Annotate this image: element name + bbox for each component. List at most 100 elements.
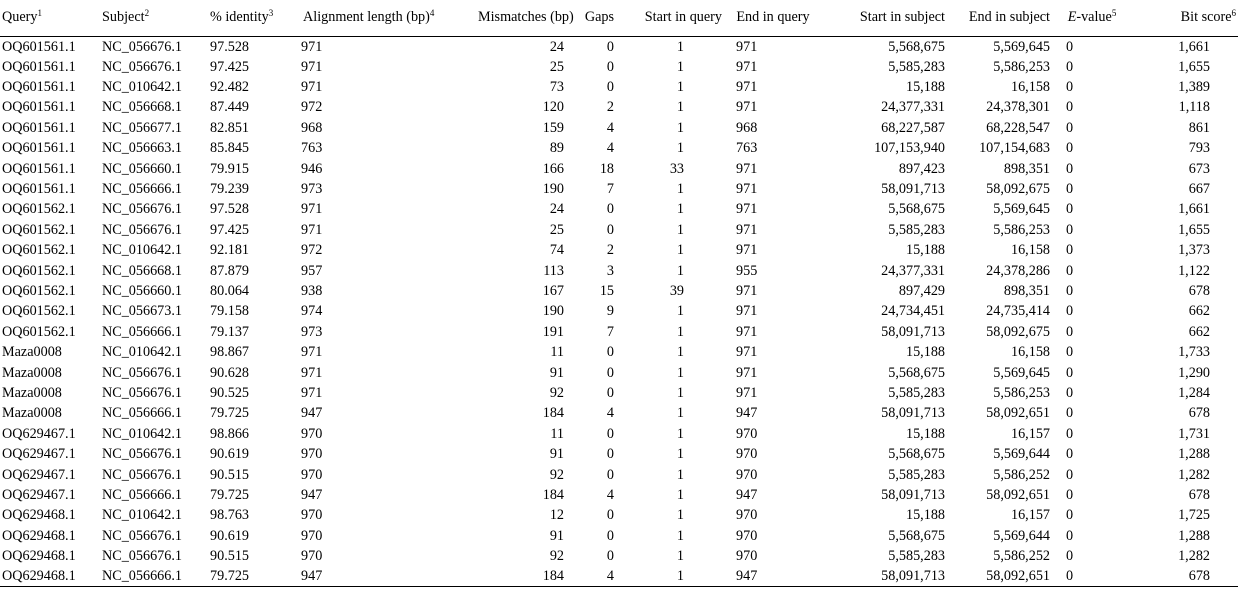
cell-start-subject: 58,091,713 [881,323,945,340]
cell-start-subject: 58,091,713 [822,566,947,588]
cell-alignment-length: 970 [301,446,323,463]
cell-start-query: 39 [669,282,684,299]
cell-bit-score: 1,282 [1178,466,1210,483]
cell-e-value: 0 [1066,364,1074,381]
cell-start-query: 1 [676,527,684,544]
cell-bit-score: 678 [1188,405,1210,422]
table-row: OQ601562.1 NC_056673.1 79.158 974 190 9 1 971 24… [0,301,1238,321]
cell-gaps: 0 [606,201,614,218]
cell-e-value: 0 [1066,119,1074,136]
cell-identity: 79.137 [210,323,250,340]
cell-start-subject: 15,188 [905,425,945,442]
col-header-query: Query1 [0,0,100,37]
cell-bit-score: 1,733 [1178,344,1210,361]
cell-e-value: 0 [1066,38,1074,55]
cell-e-value: 0 [1066,323,1074,340]
cell-identity: 90.525 [210,384,250,401]
cell-end-query: 968 [736,119,758,136]
cell-subject: NC_056676.1 [102,446,183,463]
cell-alignment-length: 957 [301,262,323,279]
cell-end-query: 971 [736,282,758,299]
cell-end-query: 970 [736,507,758,524]
cell-alignment-length: 971 [301,58,323,75]
table-row: OQ629467.1 NC_056676.1 90.619 970 91 0 1 970 5,5… [0,444,1238,464]
cell-e-value: 0 [1066,181,1074,198]
cell-start-subject: 58,091,713 [881,181,945,198]
cell-gaps: 2 [606,242,614,259]
cell-gaps: 4 [606,405,614,422]
cell-gaps: 0 [606,344,614,361]
cell-e-value: 0 [1066,548,1074,565]
cell-identity: 92.181 [210,242,250,259]
cell-alignment-length: 973 [301,181,323,198]
cell-e-value: 0 [1066,466,1074,483]
cell-alignment-length: 974 [301,303,323,320]
cell-start-query: 1 [676,140,684,157]
cell-subject: NC_056676.1 [102,201,183,218]
cell-start-query: 1 [676,466,684,483]
cell-start-query: 33 [669,160,684,177]
cell-identity: 90.619 [210,446,250,463]
cell-end-subject: 58,092,675 [986,323,1050,340]
cell-identity: 92.482 [210,79,250,96]
cell-e-value: 0 [1066,384,1074,401]
cell-identity: 90.515 [210,548,250,565]
cell-end-subject: 5,569,645 [993,38,1050,55]
cell-gaps: 0 [606,384,614,401]
table-row: OQ601562.1 NC_056676.1 97.425 971 25 0 1 971 5,5… [0,220,1238,240]
cell-start-subject: 58,091,713 [881,405,945,422]
cell-mismatches: 190 [542,181,564,198]
cell-start-query: 1 [676,221,684,238]
cell-end-subject: 16,157 [1010,507,1050,524]
cell-start-query: 1 [676,364,684,381]
cell-bit-score: 1,288 [1178,527,1210,544]
cell-end-subject: 5,586,253 [993,58,1050,75]
cell-e-value: 0 [1066,405,1074,422]
cell-alignment-length: 971 [301,38,323,55]
cell-gaps: 0 [606,527,614,544]
table-row: OQ601562.1 NC_056660.1 80.064 938 167 15 39 971… [0,281,1238,301]
cell-end-subject: 898,351 [1003,282,1050,299]
cell-gaps: 9 [606,303,614,320]
cell-start-subject: 5,585,283 [888,466,945,483]
cell-identity: 87.449 [210,99,250,116]
table-row: Maza0008 NC_010642.1 98.867 971 11 0 1 971 15,18… [0,342,1238,362]
cell-alignment-length: 971 [301,79,323,96]
cell-end-query: 970 [736,548,758,565]
cell-bit-score: 1,661 [1178,38,1210,55]
cell-start-query: 1 [676,38,684,55]
cell-gaps: 7 [606,323,614,340]
cell-query: OQ601562.1 [2,242,76,259]
cell-alignment-length: 938 [301,282,323,299]
cell-subject: NC_056668.1 [102,99,183,116]
cell-end-subject: 16,158 [1010,344,1050,361]
cell-e-value: 0 [1066,221,1074,238]
cell-mismatches: 11 [550,344,564,361]
cell-subject: NC_056663.1 [102,140,183,157]
cell-mismatches: 73 [549,79,564,96]
cell-subject: NC_056660.1 [102,160,183,177]
cell-subject: NC_056666.1 [102,181,183,198]
cell-alignment-length: 968 [301,119,323,136]
header-row: Query1 Subject2 % identity3 Alignment le… [0,0,1238,37]
cell-subject: NC_056676.1 [102,466,183,483]
cell-start-subject: 68,227,587 [881,119,945,136]
cell-query: OQ629467.1 [2,486,76,503]
cell-mismatches: 167 [542,282,564,299]
col-header-alignment-length: Alignment length (bp)4 [301,0,476,37]
cell-query: OQ601562.1 [2,201,76,218]
cell-end-query: 970 [736,466,758,483]
cell-subject: NC_056676.1 [102,38,183,55]
cell-bit-score: 1,731 [1178,425,1210,442]
cell-query: Maza0008 [2,384,62,401]
cell-end-subject: 5,586,253 [993,221,1050,238]
cell-mismatches: 184 [542,405,564,422]
cell-end-query: 971 [736,181,758,198]
cell-end-subject: 898,351 [1003,160,1050,177]
cell-alignment-length: 971 [301,344,323,361]
cell-e-value: 0 [1066,140,1074,157]
cell-subject: NC_010642.1 [102,79,183,96]
cell-gaps: 0 [606,466,614,483]
cell-query: OQ601562.1 [2,323,76,340]
